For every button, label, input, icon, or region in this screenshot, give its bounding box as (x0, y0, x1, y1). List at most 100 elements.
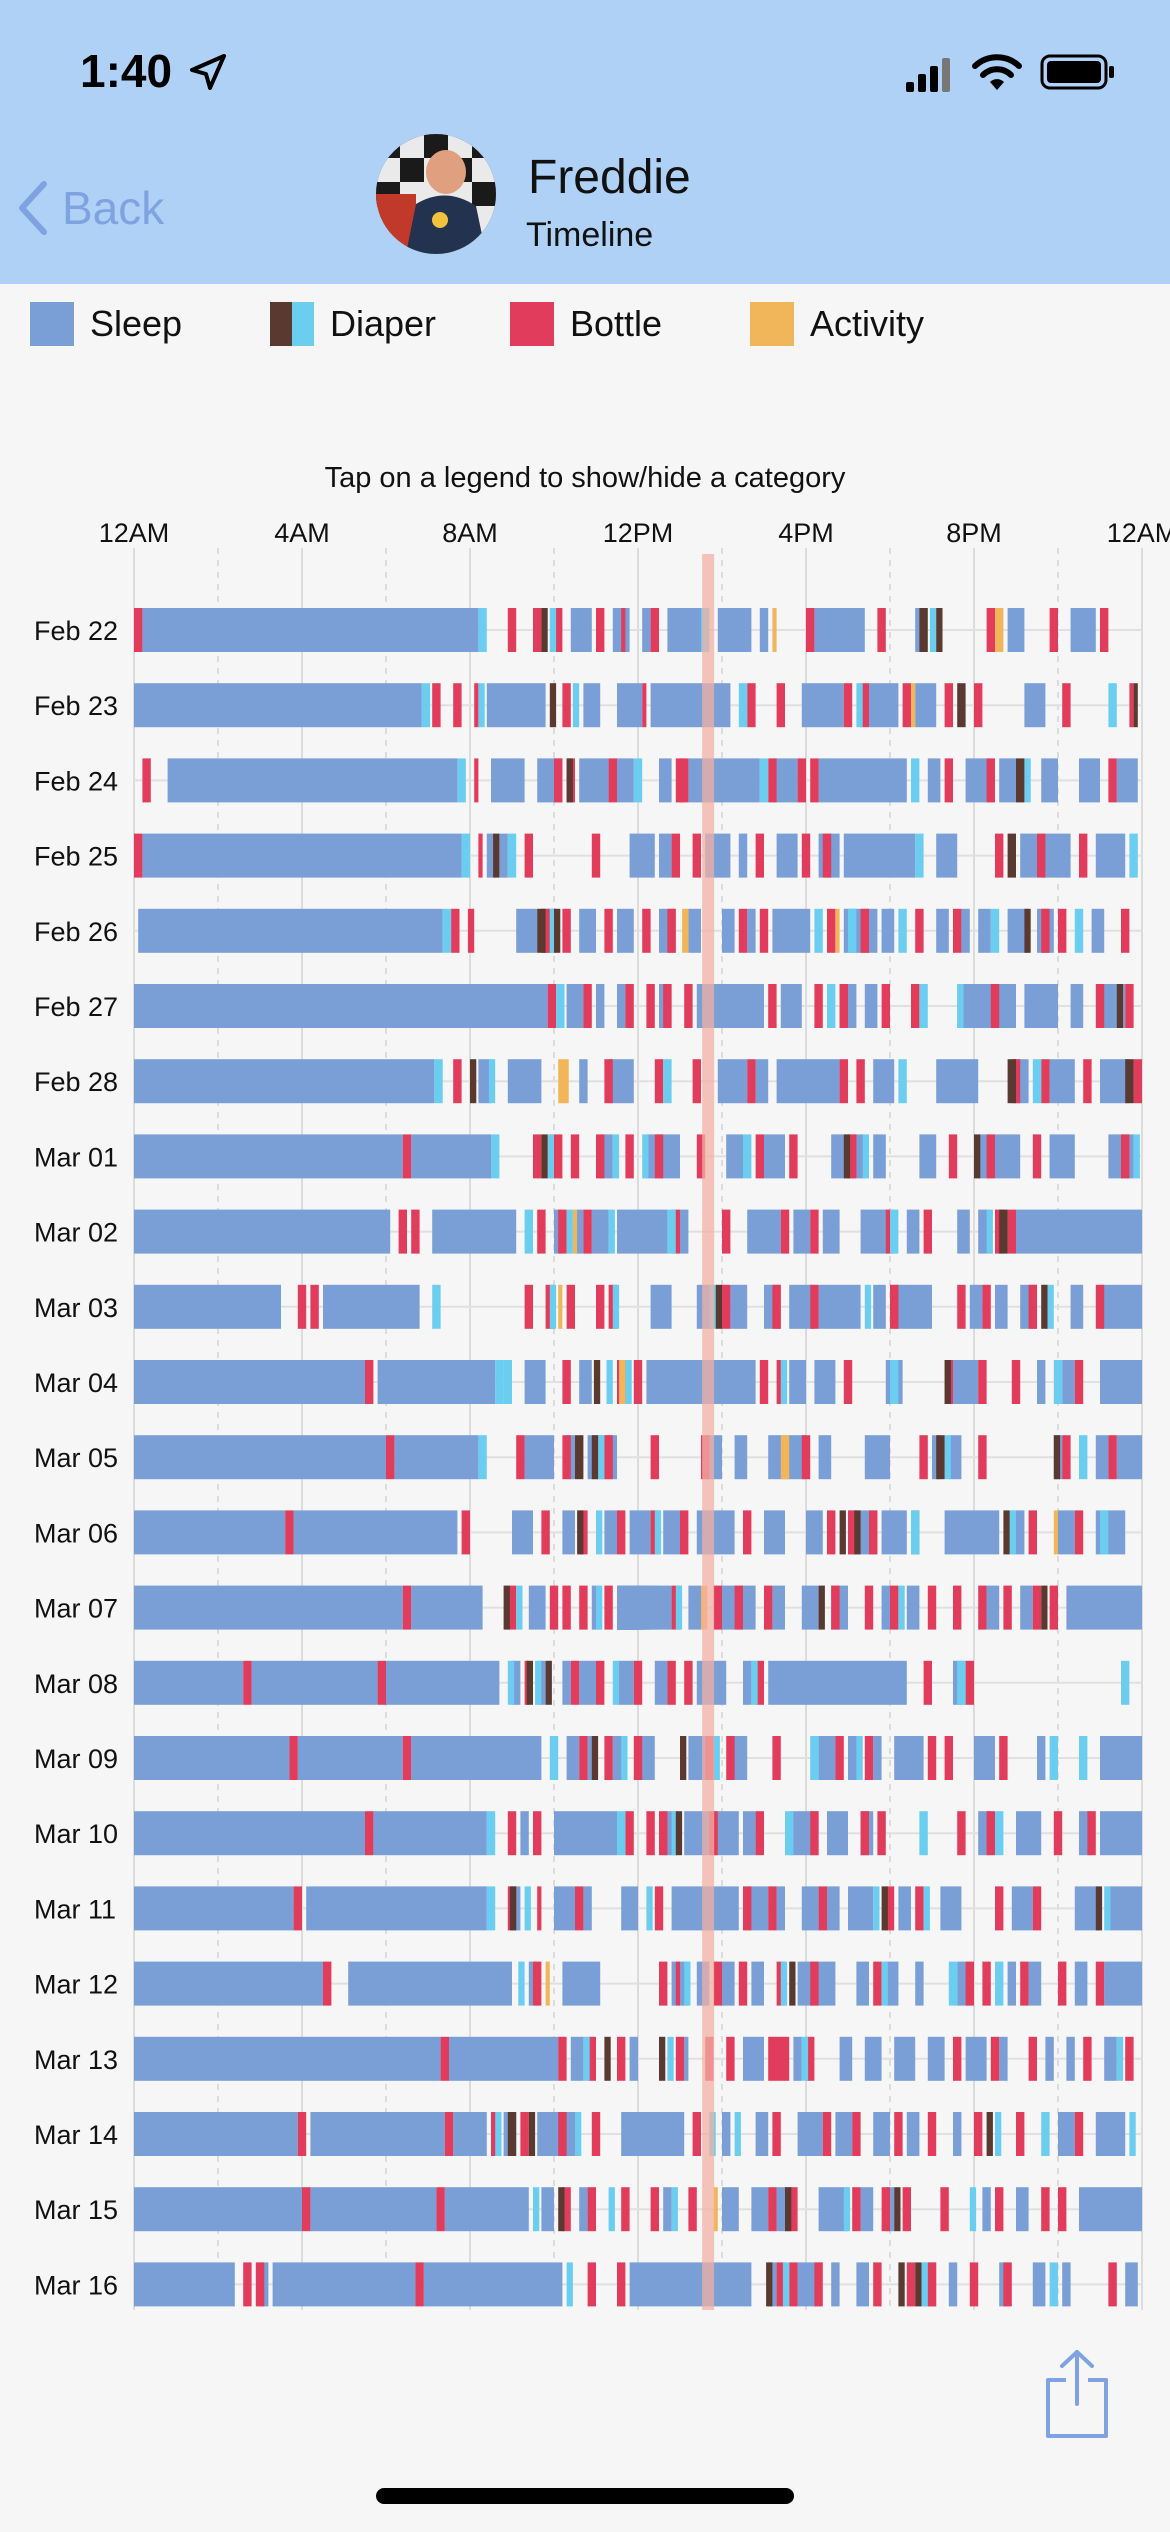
sleep-bar (898, 1886, 911, 1931)
sleep-bar (688, 1585, 701, 1630)
sleep-bar (764, 1510, 785, 1555)
sleep-bar (512, 1660, 521, 1705)
share-icon[interactable] (1042, 2348, 1112, 2440)
diaper-dirty-bar (974, 1134, 981, 1179)
diaper-dirty-bar (818, 1585, 825, 1630)
bottle-bar (957, 1284, 966, 1329)
sleep-bar (1016, 1811, 1042, 1856)
sleep-bar (486, 683, 546, 728)
bottle-bar (747, 683, 756, 728)
sleep-bar (827, 1886, 840, 1931)
bottle-bar (1041, 908, 1050, 953)
sleep-bar (759, 608, 769, 652)
bottle-bar (444, 2112, 454, 2156)
bottle-bar (1062, 1435, 1071, 1480)
bottle-bar (944, 683, 953, 728)
bottle-bar (554, 1134, 563, 1179)
diaper-wet-bar (533, 2187, 540, 2232)
bottle-bar (1129, 683, 1134, 728)
sleep-bar (1058, 1510, 1075, 1555)
sleep-bar (818, 1435, 832, 1480)
diaper-wet-bar (675, 1585, 683, 1630)
sleep-bar (310, 2187, 437, 2232)
bottle-bar (1095, 1961, 1105, 2006)
sleep-bar (633, 1585, 638, 1630)
diaper-wet-bar (556, 984, 565, 1028)
legend-item-bottle[interactable]: Bottle (510, 300, 662, 348)
sleep-bar (293, 1510, 458, 1555)
sleep-bar (554, 1886, 575, 1931)
diaper-wet-bar (524, 1886, 531, 1931)
bottle-bar (642, 683, 647, 728)
bottle-bar (873, 2262, 882, 2307)
diaper-wet-bar (957, 1660, 966, 1705)
sleep-bar (1116, 1435, 1142, 1480)
diaper-wet-bar (663, 1059, 672, 1104)
diaper-wet-bar (488, 1059, 496, 1104)
bottle-bar (1053, 1811, 1063, 1856)
diaper-wet-bar (507, 1660, 515, 1705)
bottle-bar (1121, 1134, 1130, 1179)
sleep-bar (982, 2187, 991, 2232)
row-date-label: Feb 22 (34, 616, 118, 646)
sleep-bar (625, 1585, 630, 1630)
bottle-bar (923, 1209, 932, 1254)
bottle-bar (995, 833, 1004, 878)
diaper-dirty-bar (1125, 1059, 1134, 1104)
bottle-bar (591, 2112, 601, 2156)
bottle-bar (608, 758, 617, 803)
bottle-bar (302, 2187, 311, 2232)
bottle-bar (696, 1134, 706, 1179)
bottle-bar (772, 1736, 781, 1780)
diaper-wet-bar (986, 1209, 993, 1254)
legend-item-activity[interactable]: Activity (750, 300, 924, 348)
sleep-bar (617, 908, 634, 953)
diaper-wet-bar (995, 1811, 1004, 1856)
sleep-bar (507, 1059, 542, 1104)
bottle-bar (831, 1585, 840, 1630)
diaper-wet-bar (478, 1435, 487, 1480)
diaper-dirty-bar (915, 2262, 922, 2307)
sleep-bar (373, 1811, 487, 1856)
bottle-bar (562, 683, 571, 728)
bottle-bar (990, 984, 1000, 1028)
bottle-bar (432, 683, 441, 728)
bottle-bar (990, 2036, 1000, 2081)
row-date-label: Mar 02 (34, 1218, 118, 1248)
sleep-bar (999, 2036, 1008, 2081)
diaper-dirty-bar (549, 683, 557, 728)
bottle-bar (1100, 608, 1109, 652)
bottle-bar (507, 1811, 517, 1856)
bottle-bar (617, 1510, 626, 1555)
sleep-bar (1100, 1360, 1142, 1404)
diaper-wet-bar (549, 1736, 559, 1780)
sleep-bar (751, 2187, 769, 2232)
sleep-bar (801, 683, 844, 728)
bottle-bar (365, 1360, 374, 1404)
sleep-bar (915, 1961, 924, 2006)
avatar[interactable] (376, 134, 496, 254)
timeline-chart[interactable]: 12AM 4AM 8AM 12PM 4PM 8PM 12AM Feb 22 Feb 23 Feb … (0, 510, 1170, 2310)
sleep-bar (1024, 683, 1046, 728)
sleep-bar (621, 2112, 685, 2156)
diaper-wet-bar (1121, 1660, 1130, 1705)
diaper-wet-bar (782, 2262, 790, 2307)
sleep-bar (423, 2262, 563, 2307)
bottle-bar (839, 1059, 848, 1104)
bottle-swatch (510, 302, 554, 346)
legend-item-diaper[interactable]: Diaper (270, 300, 436, 348)
sleep-bar (554, 1811, 617, 1856)
bottle-bar (877, 608, 886, 652)
activity-bar (995, 608, 1004, 652)
back-button[interactable]: Back (16, 178, 164, 238)
bottle-bar (919, 1435, 928, 1480)
sleep-bar (1041, 833, 1071, 878)
sleep-bar (566, 984, 584, 1028)
diaper-wet-bar (923, 1886, 930, 1931)
diaper-wet-bar (549, 1284, 557, 1329)
legend-item-sleep[interactable]: Sleep (30, 300, 182, 348)
diaper-wet-bar (814, 908, 823, 953)
diaper-dirty-bar (944, 1360, 951, 1404)
battery-icon (1040, 54, 1114, 90)
bottle-bar (827, 1510, 836, 1555)
